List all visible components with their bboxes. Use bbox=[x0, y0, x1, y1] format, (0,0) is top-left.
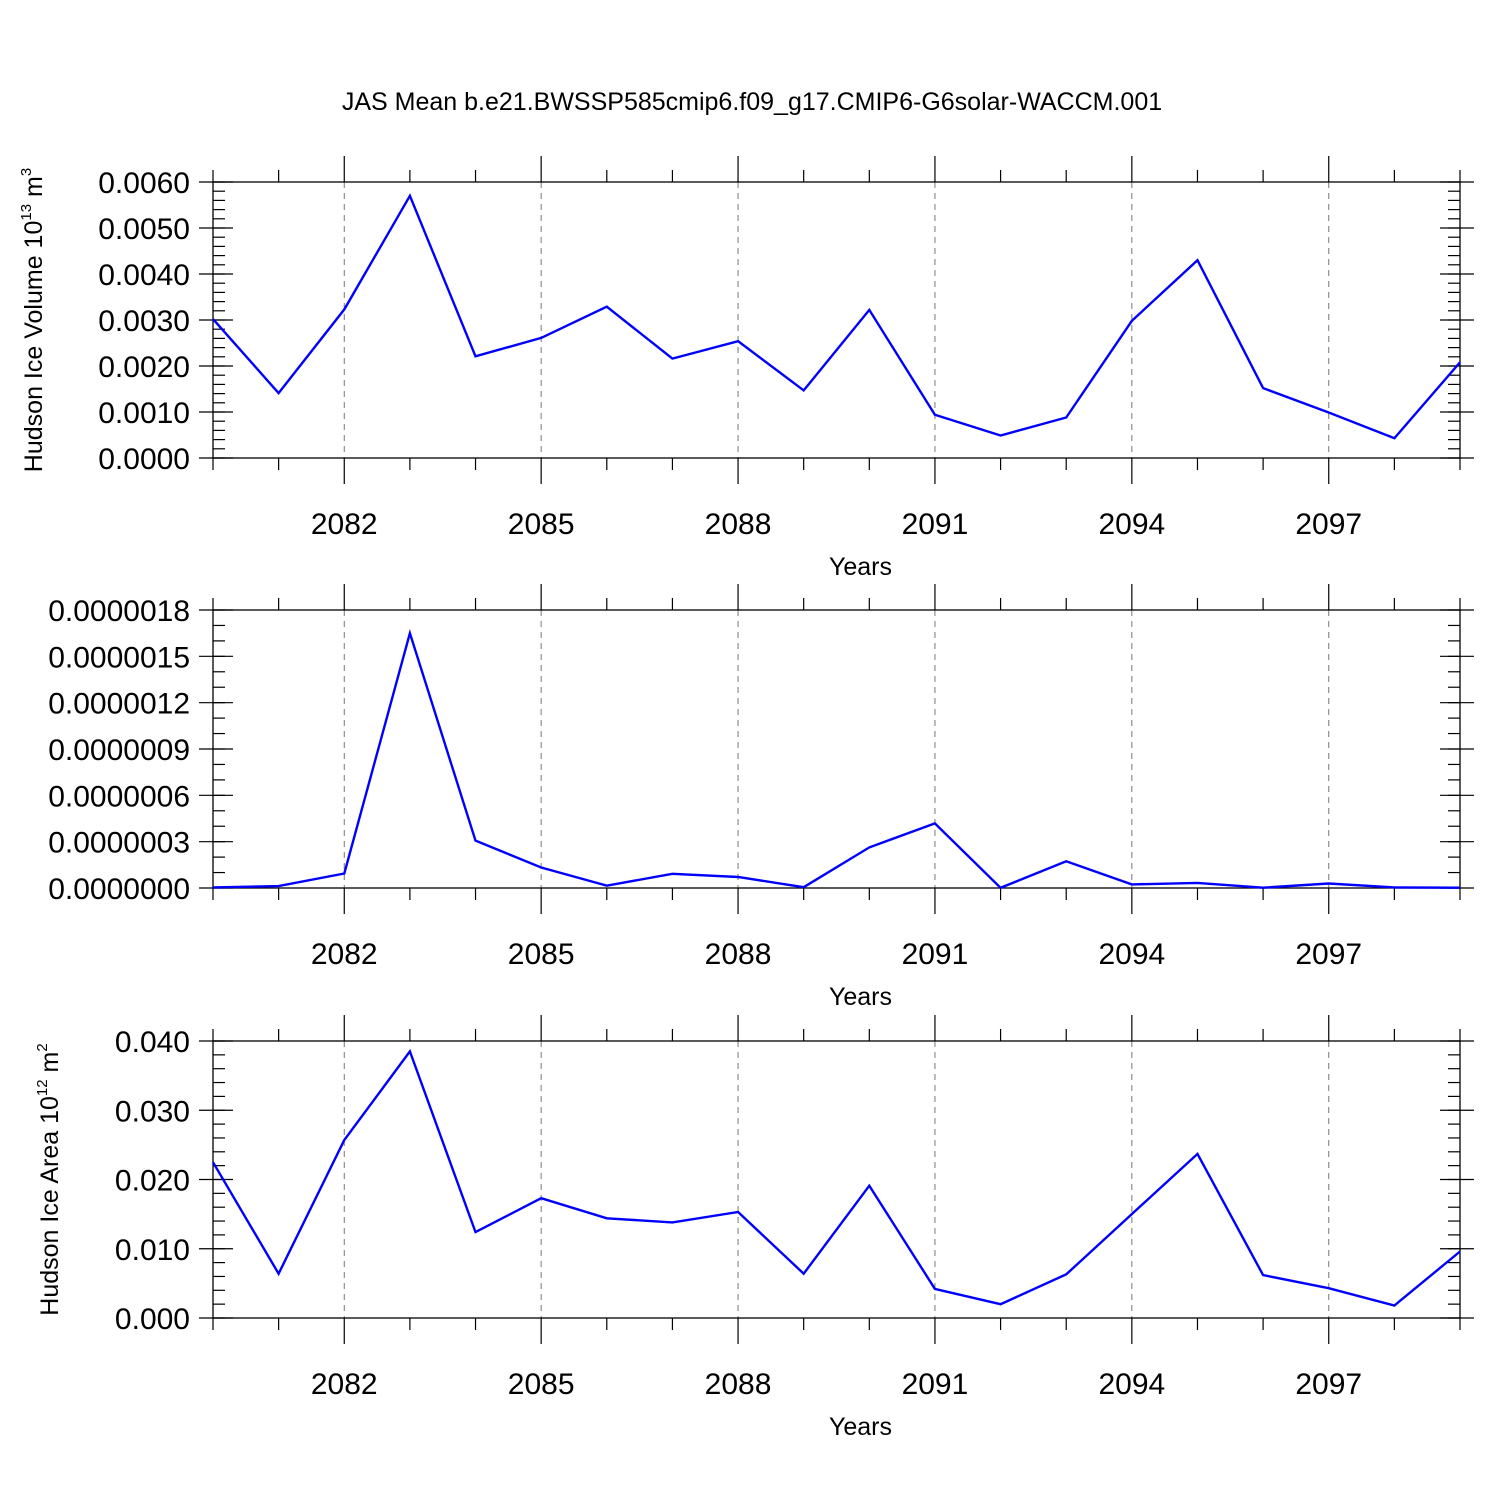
x-tick-label: 2088 bbox=[705, 508, 772, 541]
y-tick-label: 0.0000009 bbox=[48, 734, 190, 767]
x-tick-label: 2094 bbox=[1098, 508, 1165, 541]
x-tick-label: 2085 bbox=[508, 508, 575, 541]
y-tick-label: 0.0030 bbox=[98, 305, 190, 338]
y-axis-label-part: 12 bbox=[34, 1079, 51, 1096]
x-tick-label: 2082 bbox=[311, 938, 378, 971]
y-tick-label: 0.0000006 bbox=[48, 780, 190, 813]
y-tick-label: 0.0040 bbox=[98, 259, 190, 292]
x-axis-label: Years bbox=[829, 1413, 892, 1441]
chart-panel-1: 0.0000 0.0010 0.0020 0.0030 0.0040 0.0050 0.00… bbox=[18, 156, 1474, 581]
y-axis-label: Hudson Ice Area 1012 m2 bbox=[34, 1043, 64, 1315]
y-tick-label: 0.0010 bbox=[98, 397, 190, 430]
plot-frame bbox=[212, 609, 1461, 889]
y-tick-label: 0.020 bbox=[115, 1165, 190, 1198]
y-tick-label: 0.0020 bbox=[98, 351, 190, 384]
y-axis-label-part: 13 bbox=[18, 204, 35, 221]
x-tick-label: 2088 bbox=[705, 938, 772, 971]
y-axis-label-part: Hudson Ice Volume 10 bbox=[20, 221, 48, 473]
x-tick-label: 2085 bbox=[508, 938, 575, 971]
x-tick-label: 2088 bbox=[705, 1368, 772, 1401]
y-axis-label-part: Hudson Ice Area 10 bbox=[36, 1096, 64, 1316]
y-tick-label: 0.0000 bbox=[98, 443, 190, 476]
plot-frame bbox=[212, 1040, 1461, 1319]
x-tick-label: 2082 bbox=[311, 508, 378, 541]
y-tick-label: 0.000 bbox=[115, 1303, 190, 1336]
series-line-1 bbox=[212, 193, 1461, 440]
chart-panel-2: 0.0000000 0.0000003 0.0000006 0.0000009 0.00… bbox=[48, 584, 1474, 1011]
y-tick-label: 0.0000012 bbox=[48, 688, 190, 721]
x-tick-label: 2094 bbox=[1098, 1368, 1165, 1401]
chart-title: JAS Mean b.e21.BWSSP585cmip6.f09_g17.CMI… bbox=[342, 88, 1162, 116]
y-tick-label: 0.040 bbox=[115, 1026, 190, 1059]
y-axis-label-part: 3 bbox=[18, 168, 35, 176]
series-line-1 bbox=[212, 628, 1461, 890]
x-tick-label: 2097 bbox=[1295, 508, 1362, 541]
x-tick-label: 2091 bbox=[902, 938, 969, 971]
x-axis-label: Years bbox=[829, 553, 892, 581]
y-tick-label: 0.0060 bbox=[98, 167, 190, 200]
x-tick-label: 2091 bbox=[902, 1368, 969, 1401]
y-tick-label: 0.0000000 bbox=[48, 873, 190, 906]
y-axis-label-part: m bbox=[20, 176, 48, 204]
plot-frame bbox=[212, 181, 1461, 459]
y-tick-label: 0.030 bbox=[115, 1095, 190, 1128]
y-tick-label: 0.010 bbox=[115, 1234, 190, 1267]
y-axis-label-part: m bbox=[36, 1052, 64, 1080]
x-tick-label: 2097 bbox=[1295, 1368, 1362, 1401]
series-line-1 bbox=[211, 1048, 1461, 1307]
x-axis-label: Years bbox=[829, 983, 892, 1011]
x-tick-label: 2097 bbox=[1295, 938, 1362, 971]
y-tick-label: 0.0050 bbox=[98, 213, 190, 246]
x-tick-label: 2091 bbox=[902, 508, 969, 541]
y-axis-label: Hudson Ice Volume 1013 m3 bbox=[18, 168, 48, 472]
y-tick-label: 0.0000015 bbox=[48, 641, 190, 674]
x-tick-label: 2085 bbox=[508, 1368, 575, 1401]
x-tick-label: 2082 bbox=[311, 1368, 378, 1401]
chart-panel-3: 0.000 0.010 0.020 0.030 0.040 2082 2085 2088 209… bbox=[34, 1015, 1474, 1441]
x-tick-label: 2094 bbox=[1098, 938, 1165, 971]
y-axis-label-part: 2 bbox=[34, 1043, 51, 1051]
y-tick-label: 0.0000003 bbox=[48, 827, 190, 860]
y-tick-label: 0.0000018 bbox=[48, 595, 190, 628]
